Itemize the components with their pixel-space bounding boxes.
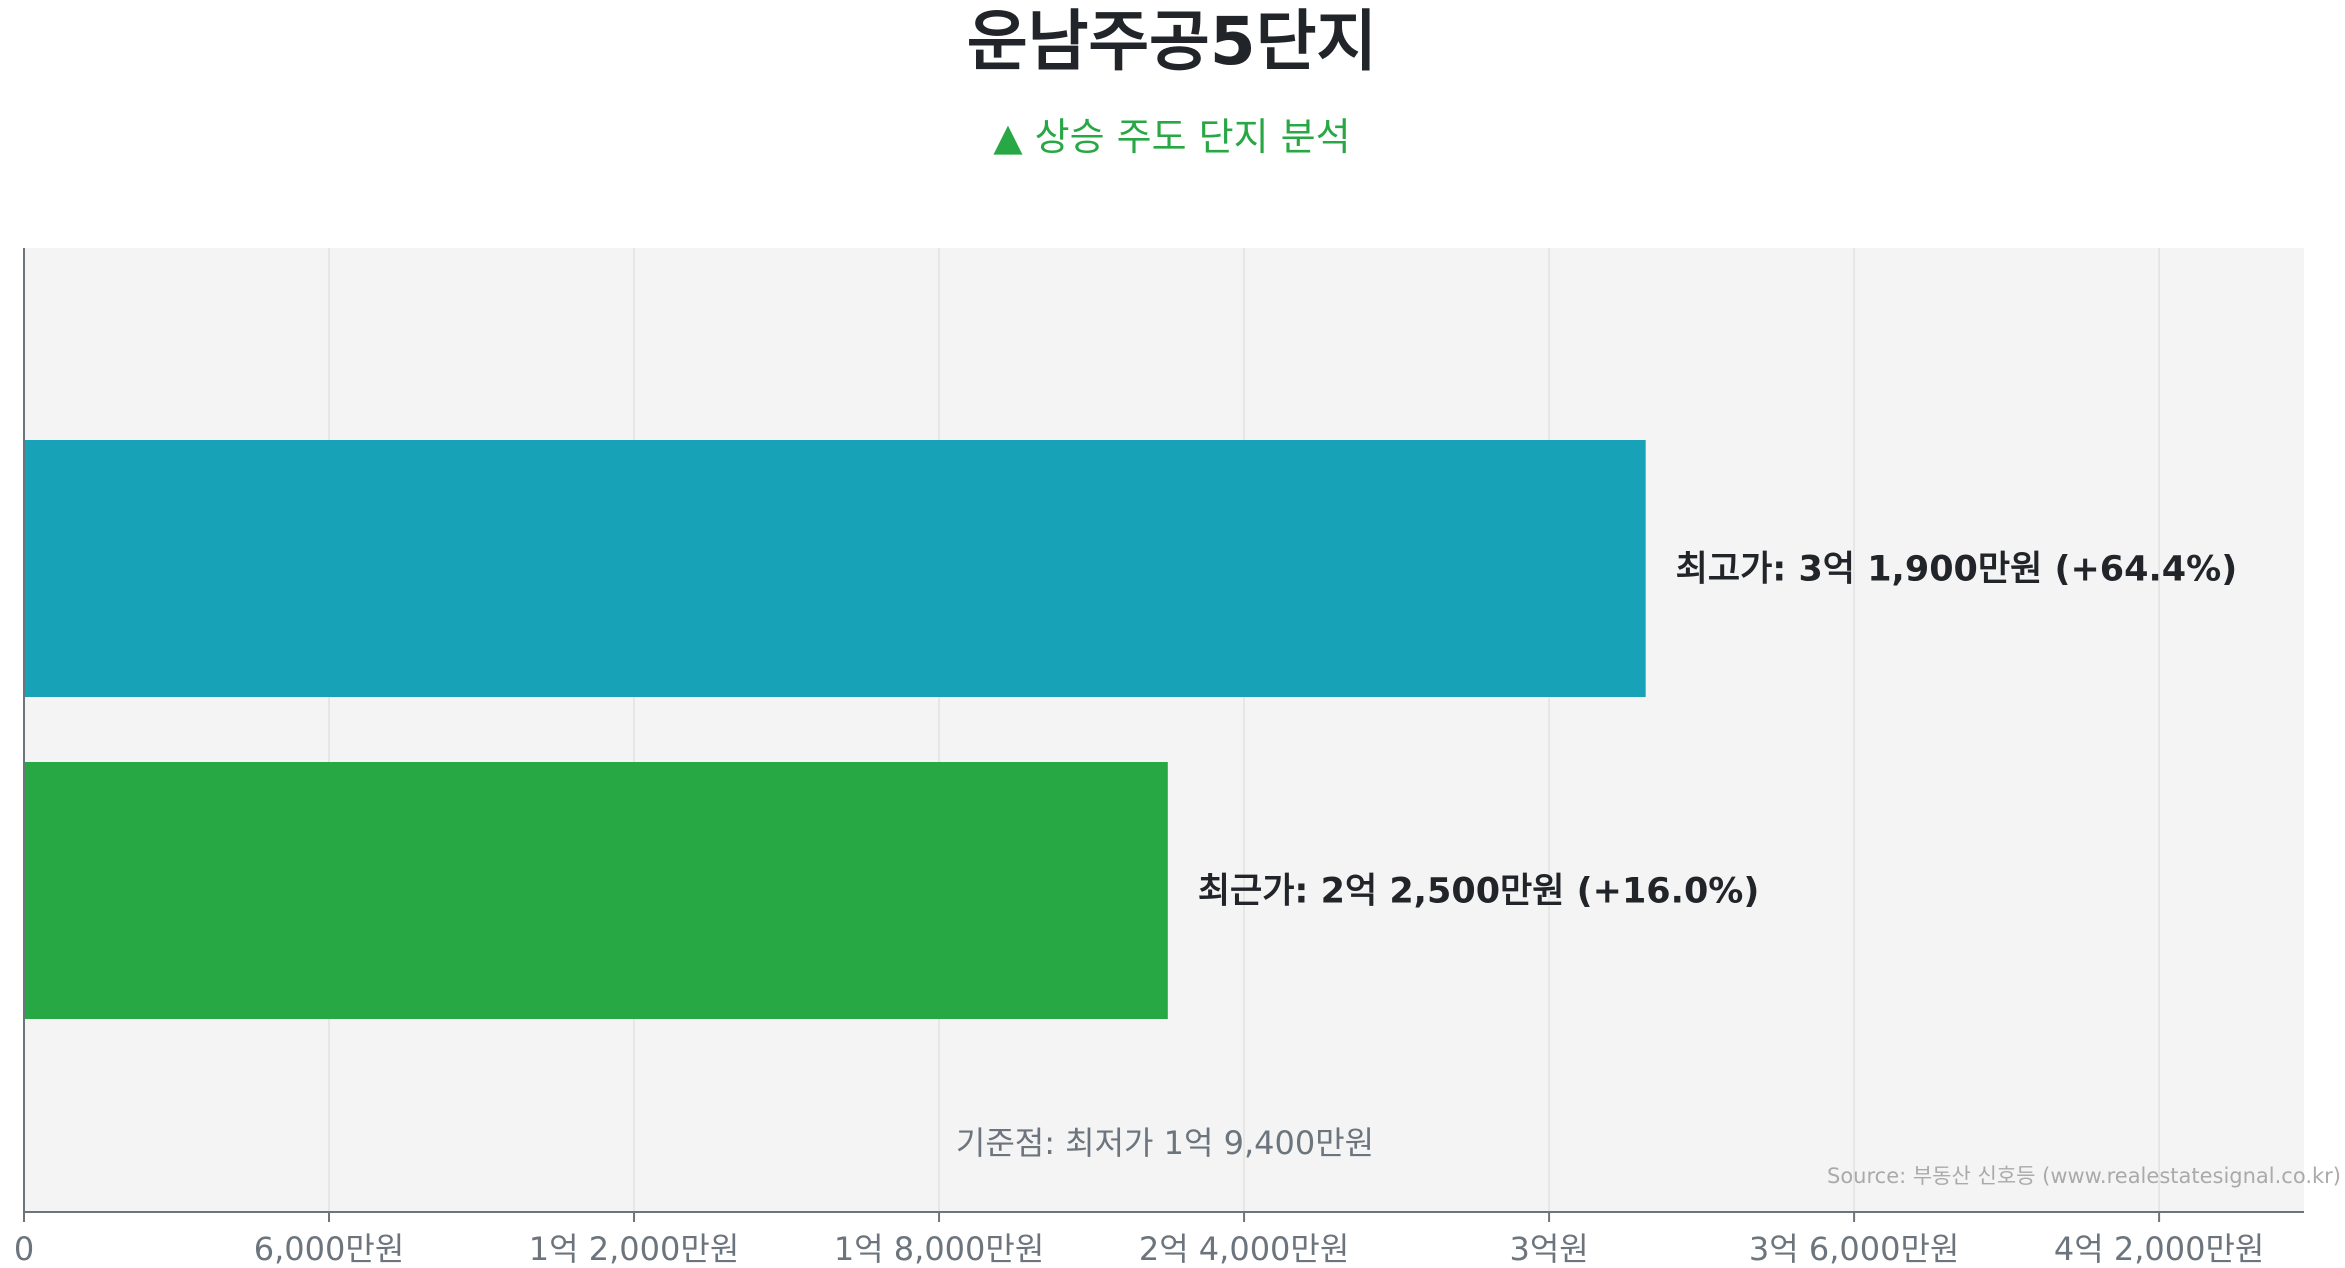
x-axis-ticks: 0 6,000만원 1억 2,000만원 1억 8,000만원 2억 4,000만원 3억… <box>14 1212 2264 1268</box>
bar-label: 최근가: 2억 2,500만원 (+16.0%) <box>1198 872 1760 912</box>
bar-highest-price <box>24 440 1646 697</box>
x-tick-label: 4억 2,000만원 <box>2054 1230 2264 1268</box>
x-tick-label: 0 <box>14 1230 34 1268</box>
baseline-note: 기준점: 최저가 1억 9,400만원 <box>956 1124 1374 1162</box>
x-tick-label: 1억 8,000만원 <box>834 1230 1044 1268</box>
chart-subtitle: ▲ 상승 주도 단지 분석 <box>993 115 1350 159</box>
x-tick-label: 3억 6,000만원 <box>1749 1230 1959 1268</box>
x-tick-label: 2억 4,000만원 <box>1139 1230 1349 1268</box>
bars: 최고가: 3억 1,900만원 (+64.4%) 최근가: 2억 2,500만원 … <box>24 440 2237 1019</box>
chart-title: 운남주공5단지 <box>967 3 1377 80</box>
x-tick-label: 6,000만원 <box>254 1230 405 1268</box>
source-label: Source: 부동산 신호등 (www.realestatesignal.co… <box>1827 1164 2341 1188</box>
grid <box>328 248 2160 1212</box>
bar-label: 최고가: 3억 1,900만원 (+64.4%) <box>1676 550 2238 590</box>
plot-background <box>24 248 2304 1212</box>
x-tick-label: 3억원 <box>1509 1230 1588 1268</box>
x-tick-label: 1억 2,000만원 <box>529 1230 739 1268</box>
bar-recent-price <box>24 762 1168 1019</box>
